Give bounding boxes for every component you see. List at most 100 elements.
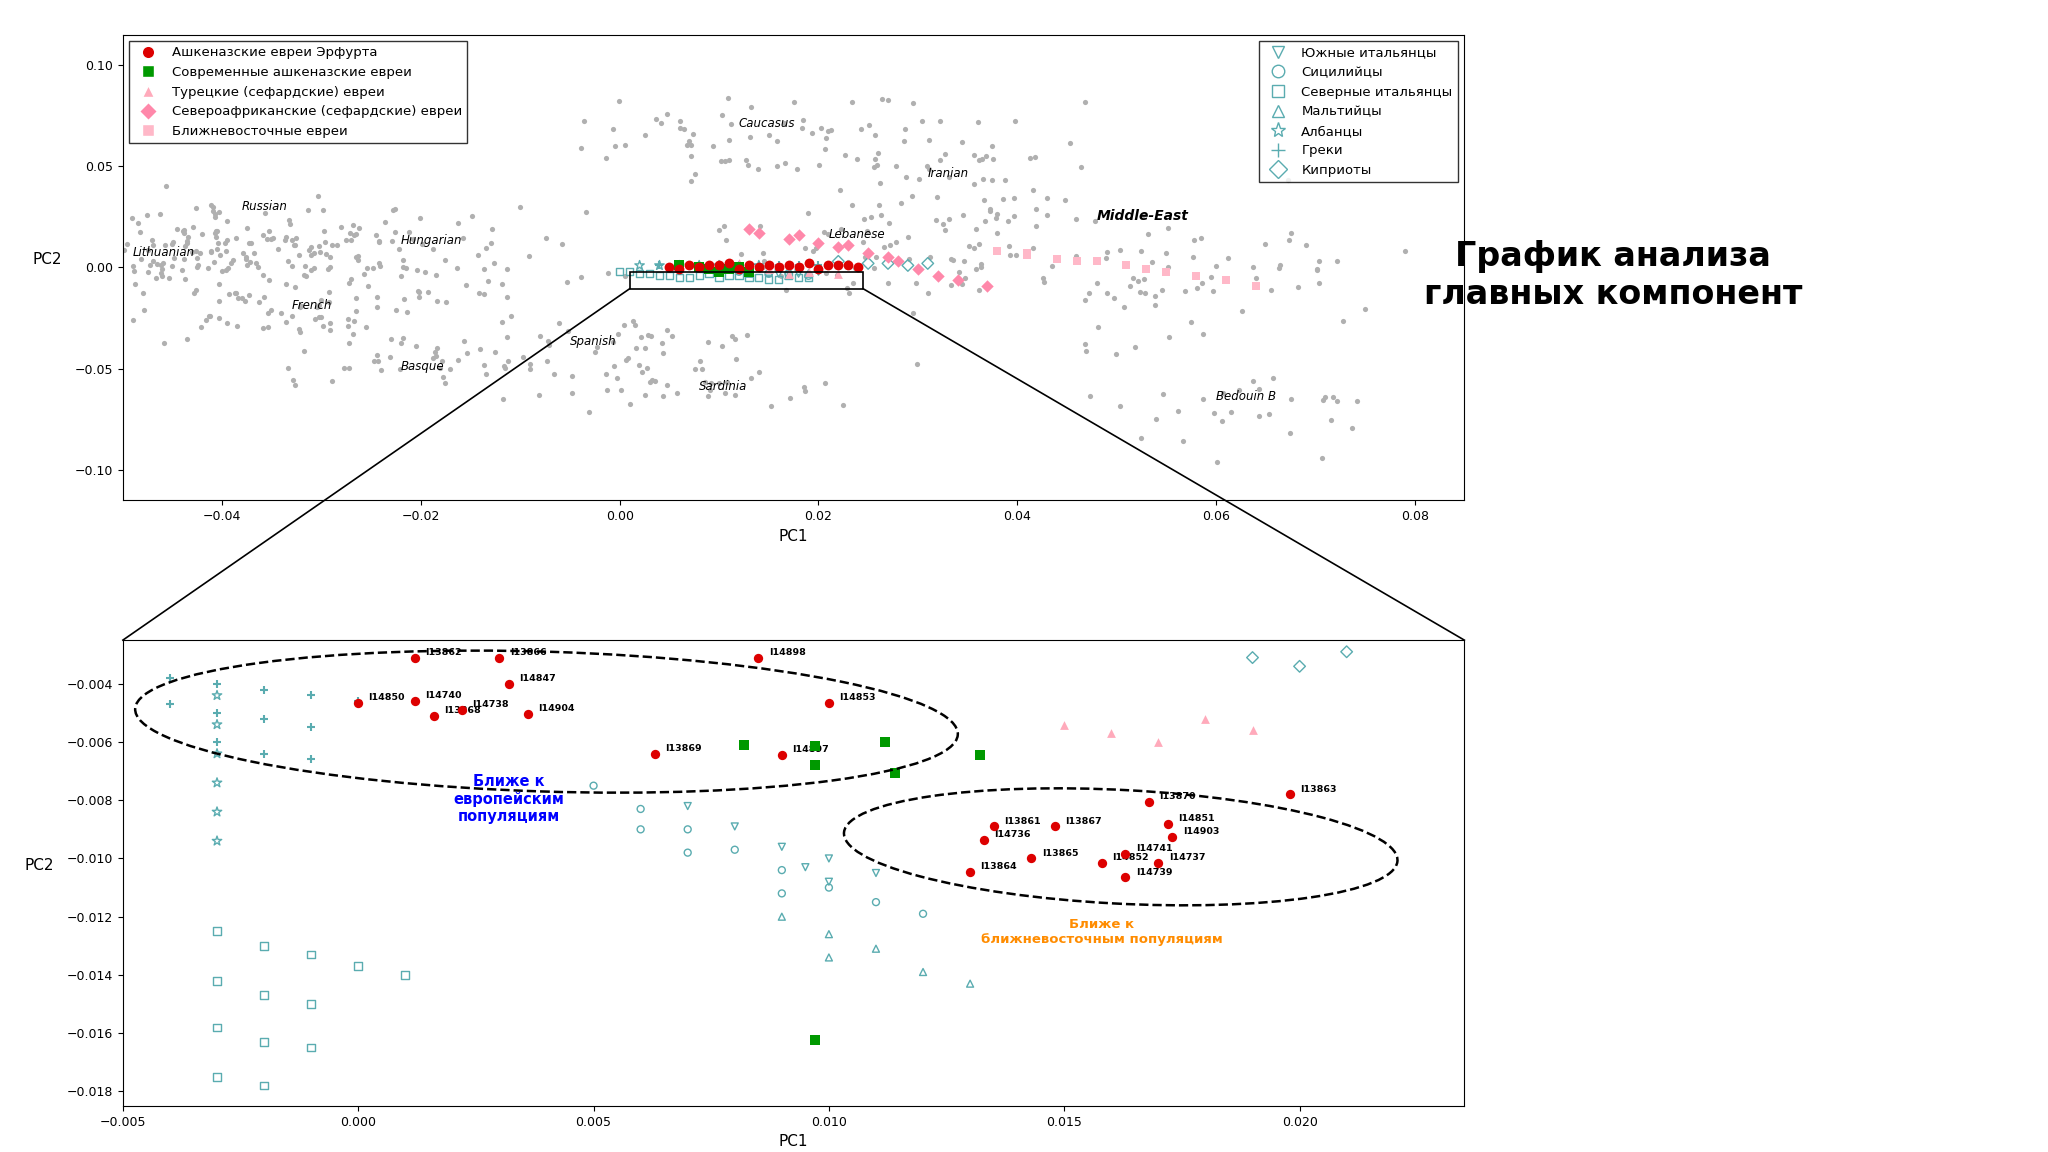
- Point: [168, 223, 201, 242]
- Point: [360, 288, 393, 306]
- Point: [55, 250, 88, 268]
- Point: [973, 199, 1006, 218]
- Point: [799, 756, 831, 774]
- Point: [156, 257, 188, 275]
- Point: [301, 298, 334, 317]
- Point: [743, 217, 776, 235]
- Point: [752, 260, 784, 279]
- Point: [416, 349, 449, 367]
- Point: [1249, 235, 1282, 253]
- Point: [682, 258, 715, 276]
- Point: [631, 326, 664, 344]
- Point: [1239, 276, 1272, 295]
- Point: [788, 238, 821, 257]
- Point: [729, 151, 762, 169]
- Point: [350, 259, 383, 278]
- Point: [797, 242, 829, 260]
- Point: [1133, 793, 1165, 811]
- Point: [201, 704, 233, 722]
- Point: [434, 359, 467, 378]
- Point: [705, 152, 737, 170]
- Point: [991, 212, 1024, 230]
- Point: [195, 242, 227, 260]
- Point: [555, 367, 588, 386]
- Point: [1223, 381, 1255, 400]
- Point: [369, 213, 401, 232]
- Point: [772, 256, 805, 274]
- Point: [733, 128, 766, 146]
- Point: [711, 232, 743, 250]
- Point: [158, 249, 190, 267]
- Point: [449, 332, 481, 350]
- Point: [723, 255, 756, 273]
- Point: [766, 745, 799, 764]
- Point: [209, 242, 242, 260]
- Point: [252, 304, 285, 323]
- Point: [836, 93, 868, 112]
- Point: [211, 258, 244, 276]
- Point: [145, 260, 178, 279]
- Point: [186, 225, 219, 243]
- Point: [612, 349, 645, 367]
- Point: [104, 221, 137, 240]
- Text: I14904: I14904: [539, 705, 575, 713]
- Point: [158, 233, 190, 251]
- Point: [348, 265, 381, 283]
- Point: [451, 276, 483, 295]
- Point: [838, 274, 870, 293]
- Point: [907, 904, 940, 923]
- Point: [334, 274, 367, 293]
- Text: I13864: I13864: [981, 862, 1018, 871]
- Point: [987, 190, 1020, 209]
- Point: [895, 187, 928, 205]
- Point: [23, 233, 55, 251]
- Point: [897, 94, 930, 113]
- Point: [248, 986, 281, 1005]
- Point: [936, 250, 969, 268]
- Point: [1128, 285, 1161, 303]
- Point: [1167, 432, 1200, 450]
- Point: [967, 170, 999, 189]
- Point: [590, 365, 623, 384]
- Text: Lebanese: Lebanese: [827, 228, 885, 241]
- Point: [616, 311, 649, 329]
- Point: [238, 243, 270, 262]
- Point: [1090, 249, 1122, 267]
- Point: [733, 264, 766, 282]
- Point: [227, 244, 260, 263]
- Point: [1274, 786, 1307, 804]
- Point: [180, 258, 213, 276]
- Point: [1139, 296, 1171, 314]
- Point: [786, 119, 819, 137]
- Point: [469, 364, 502, 382]
- Point: [1020, 217, 1053, 235]
- Point: [387, 329, 420, 348]
- Point: [150, 236, 182, 255]
- Point: [723, 260, 756, 279]
- Point: [211, 260, 244, 279]
- Point: [233, 286, 266, 304]
- Text: I14738: I14738: [473, 700, 508, 710]
- Point: [322, 236, 354, 255]
- Point: [639, 109, 672, 128]
- Bar: [629, 272, 862, 289]
- Point: [981, 205, 1014, 223]
- Point: [303, 295, 336, 313]
- Point: [975, 137, 1008, 156]
- Point: [276, 370, 309, 388]
- Point: [360, 297, 393, 316]
- Point: [963, 281, 995, 300]
- Point: [45, 248, 78, 266]
- Point: [209, 234, 242, 252]
- Point: [1180, 266, 1212, 285]
- Point: [469, 238, 502, 257]
- Point: [268, 230, 301, 249]
- Point: [389, 965, 422, 984]
- Point: [997, 206, 1030, 225]
- Point: [309, 245, 342, 264]
- Point: [1143, 733, 1176, 751]
- Point: [965, 255, 997, 273]
- Point: [702, 373, 735, 392]
- Point: [1073, 387, 1106, 406]
- Point: [805, 119, 838, 137]
